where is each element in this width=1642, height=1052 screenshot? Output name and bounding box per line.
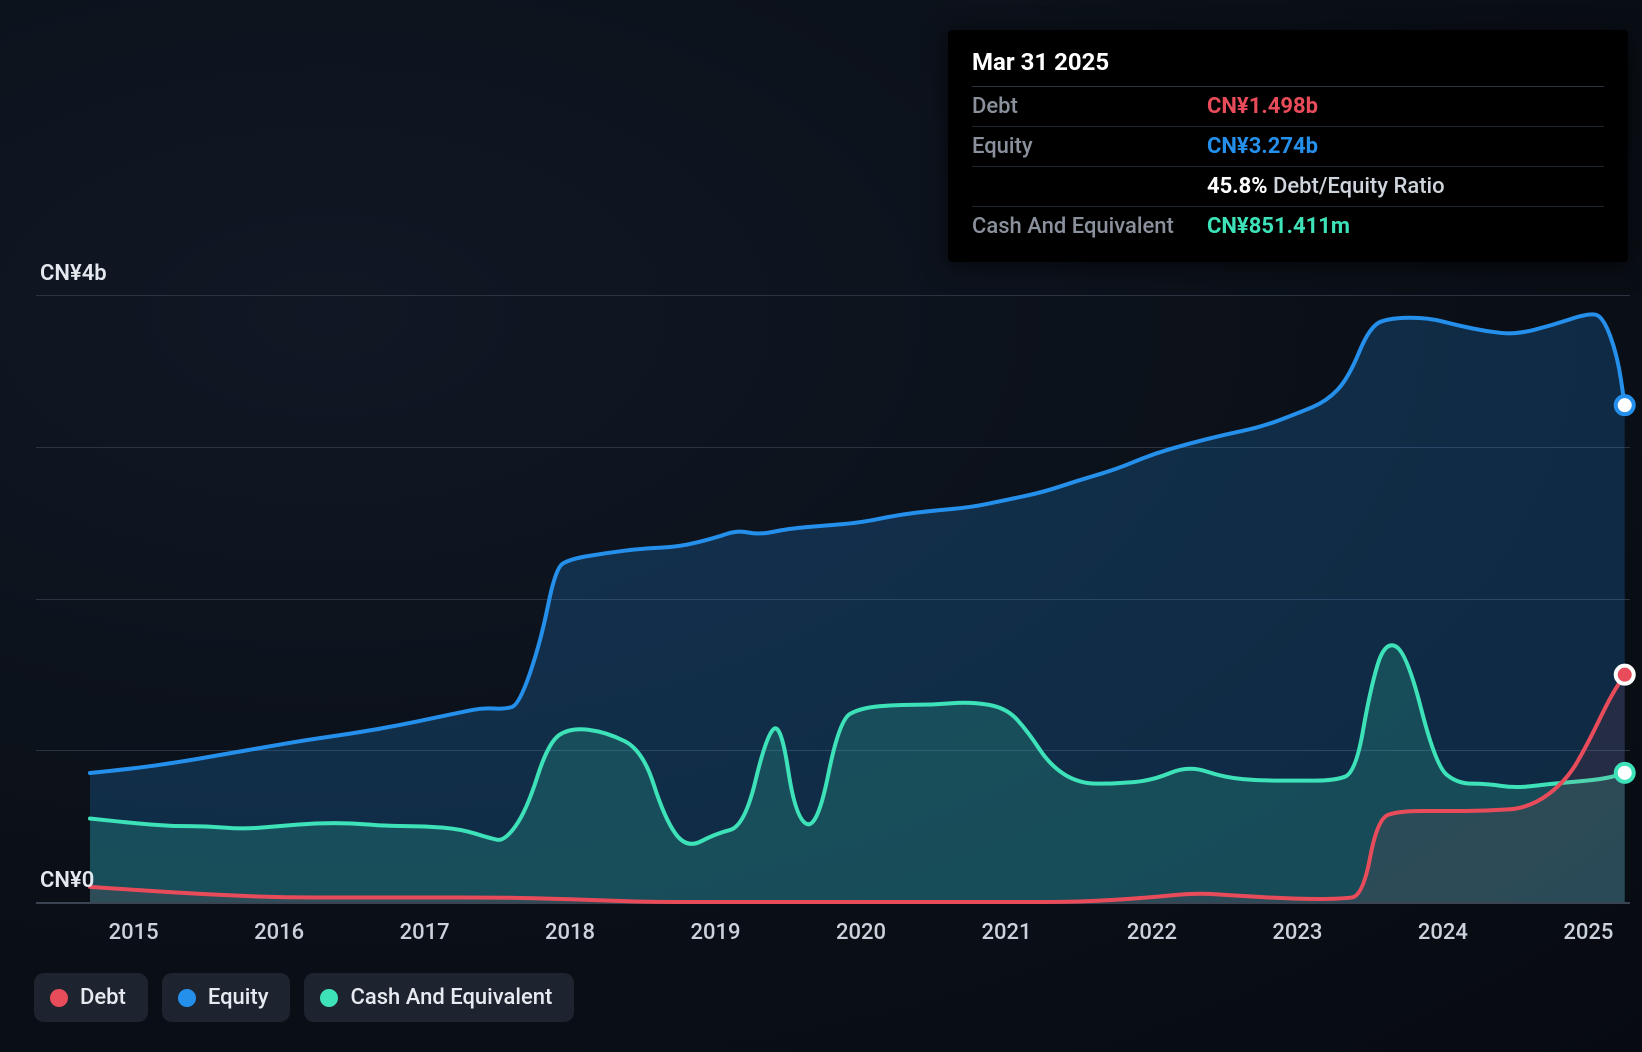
legend-item-equity[interactable]: Equity: [162, 973, 291, 1022]
end-marker-cash: [1616, 764, 1634, 782]
x-tick-label: 2017: [400, 920, 450, 945]
tooltip-row: Cash And EquivalentCN¥851.411m: [972, 207, 1604, 246]
x-tick-label: 2023: [1272, 920, 1322, 945]
x-tick-label: 2016: [254, 920, 304, 945]
legend-item-debt[interactable]: Debt: [34, 973, 148, 1022]
tooltip-row-value: CN¥1.498b: [1207, 94, 1318, 119]
tooltip-row-label: Cash And Equivalent: [972, 214, 1207, 239]
chart-stage: CN¥0 CN¥4b 2015 2016 2017 2018 2019 2020 2021 202…: [0, 0, 1642, 1052]
tooltip-row: EquityCN¥3.274b: [972, 127, 1604, 167]
tooltip-row-value: 45.8% Debt/Equity Ratio: [1207, 174, 1445, 199]
tooltip: Mar 31 2025DebtCN¥1.498bEquityCN¥3.274b4…: [948, 30, 1628, 262]
tooltip-row-value: CN¥851.411m: [1207, 214, 1350, 239]
legend-item-label: Cash And Equivalent: [350, 985, 552, 1010]
legend-item-cash[interactable]: Cash And Equivalent: [304, 973, 574, 1022]
end-marker-debt: [1616, 666, 1634, 684]
tooltip-row-value: CN¥3.274b: [1207, 134, 1318, 159]
end-marker-equity: [1616, 396, 1634, 414]
legend-swatch-icon: [320, 989, 338, 1007]
tooltip-row-label: [972, 174, 1207, 199]
legend-swatch-icon: [178, 989, 196, 1007]
y-tick-label: CN¥4b: [40, 261, 107, 286]
tooltip-row: 45.8% Debt/Equity Ratio: [972, 167, 1604, 207]
x-tick-label: 2022: [1127, 920, 1177, 945]
legend: Debt Equity Cash And Equivalent: [34, 973, 574, 1022]
legend-item-label: Equity: [208, 985, 269, 1010]
x-tick-label: 2020: [836, 920, 886, 945]
legend-swatch-icon: [50, 989, 68, 1007]
tooltip-row: DebtCN¥1.498b: [972, 87, 1604, 127]
tooltip-row-label: Debt: [972, 94, 1207, 119]
tooltip-date: Mar 31 2025: [972, 48, 1604, 87]
y-tick-label: CN¥0: [40, 868, 94, 893]
x-tick-label: 2015: [109, 920, 159, 945]
x-tick-label: 2021: [981, 920, 1031, 945]
x-tick-label: 2018: [545, 920, 595, 945]
x-tick-label: 2019: [691, 920, 741, 945]
x-tick-label: 2024: [1418, 920, 1468, 945]
legend-item-label: Debt: [80, 985, 126, 1010]
tooltip-row-label: Equity: [972, 134, 1207, 159]
x-tick-label: 2025: [1563, 920, 1613, 945]
